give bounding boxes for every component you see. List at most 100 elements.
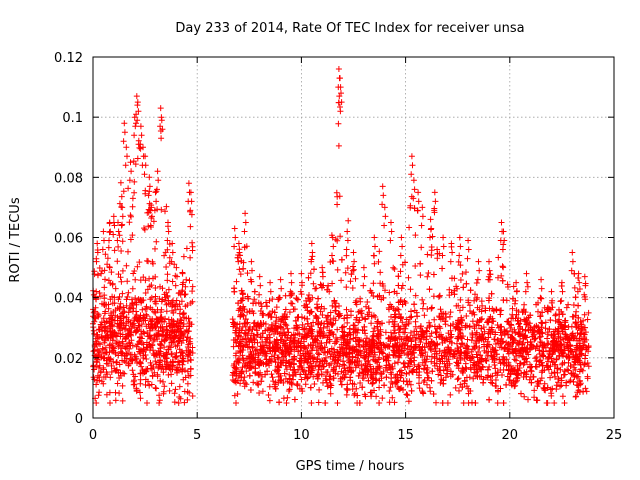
data-point	[128, 168, 135, 175]
data-point	[341, 315, 348, 322]
data-point	[360, 264, 367, 271]
data-point	[134, 99, 141, 106]
data-point	[387, 237, 394, 244]
data-point	[189, 247, 196, 254]
data-point	[416, 385, 423, 392]
data-point	[176, 394, 183, 400]
data-point	[137, 389, 143, 396]
data-point	[142, 187, 149, 194]
data-point	[553, 386, 560, 393]
data-point	[115, 352, 122, 359]
data-point	[128, 213, 134, 220]
data-point	[497, 311, 504, 318]
data-point	[561, 400, 568, 406]
data-point	[370, 280, 377, 287]
data-point	[558, 297, 565, 304]
data-point	[432, 198, 439, 205]
x-tick-label: 25	[606, 428, 623, 443]
data-point	[187, 223, 194, 230]
data-point	[337, 75, 343, 82]
data-point	[94, 372, 101, 379]
data-point	[428, 377, 435, 384]
data-point	[133, 93, 140, 100]
data-point	[474, 276, 481, 283]
data-point	[179, 349, 185, 356]
data-point	[109, 345, 116, 352]
data-point	[398, 234, 405, 241]
data-point	[119, 238, 126, 245]
data-point	[172, 343, 179, 350]
data-point	[428, 252, 435, 259]
data-point	[352, 275, 359, 282]
data-point	[160, 369, 167, 376]
data-point	[125, 248, 131, 255]
data-point	[95, 392, 102, 399]
data-point	[155, 177, 162, 184]
data-point	[289, 300, 296, 307]
data-point	[131, 377, 137, 384]
data-point	[548, 392, 555, 399]
data-point	[118, 193, 125, 200]
data-point	[396, 326, 403, 333]
data-point	[136, 259, 143, 266]
data-point	[189, 288, 196, 295]
data-point	[157, 283, 163, 290]
data-point	[399, 243, 406, 250]
data-point	[233, 278, 240, 285]
data-point	[163, 326, 170, 333]
data-point	[93, 258, 100, 265]
data-point	[334, 400, 341, 406]
data-point	[428, 225, 435, 232]
data-point	[265, 392, 272, 398]
data-point	[181, 399, 188, 406]
data-point	[573, 393, 580, 400]
data-point	[426, 286, 433, 293]
data-point	[395, 359, 401, 366]
data-point	[551, 400, 558, 406]
data-point	[172, 323, 179, 330]
data-point	[125, 309, 132, 316]
data-point	[115, 243, 122, 250]
y-tick-label: 0.02	[54, 352, 83, 367]
data-point	[186, 389, 193, 396]
data-point	[141, 369, 148, 376]
data-point	[148, 294, 155, 301]
data-point	[439, 400, 446, 406]
data-point	[140, 297, 147, 304]
data-point	[103, 349, 110, 356]
data-point	[119, 397, 126, 404]
data-point	[163, 203, 170, 210]
data-point	[364, 299, 371, 305]
data-point	[119, 331, 126, 338]
data-point	[521, 309, 527, 315]
data-point	[242, 219, 249, 226]
data-point	[102, 323, 109, 330]
data-point	[538, 285, 545, 292]
data-point	[431, 316, 438, 323]
data-point	[136, 323, 143, 330]
data-point	[137, 123, 144, 130]
data-point	[120, 304, 127, 311]
data-point	[236, 266, 243, 273]
data-point	[131, 351, 138, 358]
data-point	[155, 365, 162, 372]
data-point	[559, 393, 566, 400]
data-point	[381, 204, 388, 211]
data-point	[184, 334, 191, 341]
data-point	[107, 355, 114, 362]
data-point	[161, 383, 168, 390]
data-point	[512, 330, 519, 336]
data-point	[440, 234, 447, 241]
data-point	[387, 384, 394, 391]
data-point	[104, 255, 111, 262]
data-point	[124, 278, 131, 285]
data-point	[539, 320, 546, 327]
data-point	[152, 189, 159, 196]
data-point	[99, 300, 105, 307]
data-point	[140, 355, 147, 361]
data-point	[386, 399, 393, 406]
data-point	[334, 266, 341, 273]
data-point	[430, 271, 437, 278]
data-point	[166, 365, 173, 372]
data-point	[168, 350, 175, 357]
